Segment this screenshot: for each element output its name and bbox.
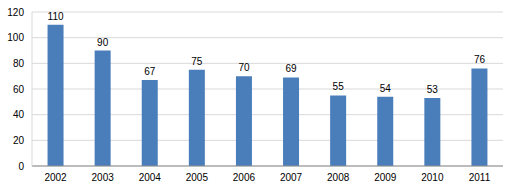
svg-text:2002: 2002 xyxy=(44,172,67,183)
svg-text:2007: 2007 xyxy=(280,172,303,183)
svg-text:20: 20 xyxy=(13,135,25,146)
svg-text:80: 80 xyxy=(13,58,25,69)
svg-text:120: 120 xyxy=(8,7,24,18)
svg-text:40: 40 xyxy=(13,109,25,120)
svg-text:2008: 2008 xyxy=(327,172,350,183)
svg-text:2005: 2005 xyxy=(186,172,209,183)
svg-text:2009: 2009 xyxy=(374,172,397,183)
svg-text:2010: 2010 xyxy=(421,172,444,183)
svg-text:110: 110 xyxy=(48,11,64,22)
svg-text:2003: 2003 xyxy=(92,172,115,183)
svg-text:54: 54 xyxy=(380,83,392,94)
svg-text:69: 69 xyxy=(285,63,297,74)
svg-text:0: 0 xyxy=(18,161,24,172)
svg-text:53: 53 xyxy=(427,84,439,95)
svg-text:2011: 2011 xyxy=(469,172,491,183)
svg-text:2006: 2006 xyxy=(233,172,256,183)
svg-text:70: 70 xyxy=(238,62,250,73)
svg-text:55: 55 xyxy=(333,81,345,92)
svg-text:2004: 2004 xyxy=(139,172,162,183)
svg-text:75: 75 xyxy=(191,56,203,67)
svg-text:67: 67 xyxy=(144,66,156,77)
svg-text:90: 90 xyxy=(97,37,109,48)
svg-text:60: 60 xyxy=(13,84,25,95)
svg-text:100: 100 xyxy=(8,32,24,43)
svg-text:76: 76 xyxy=(474,54,486,65)
